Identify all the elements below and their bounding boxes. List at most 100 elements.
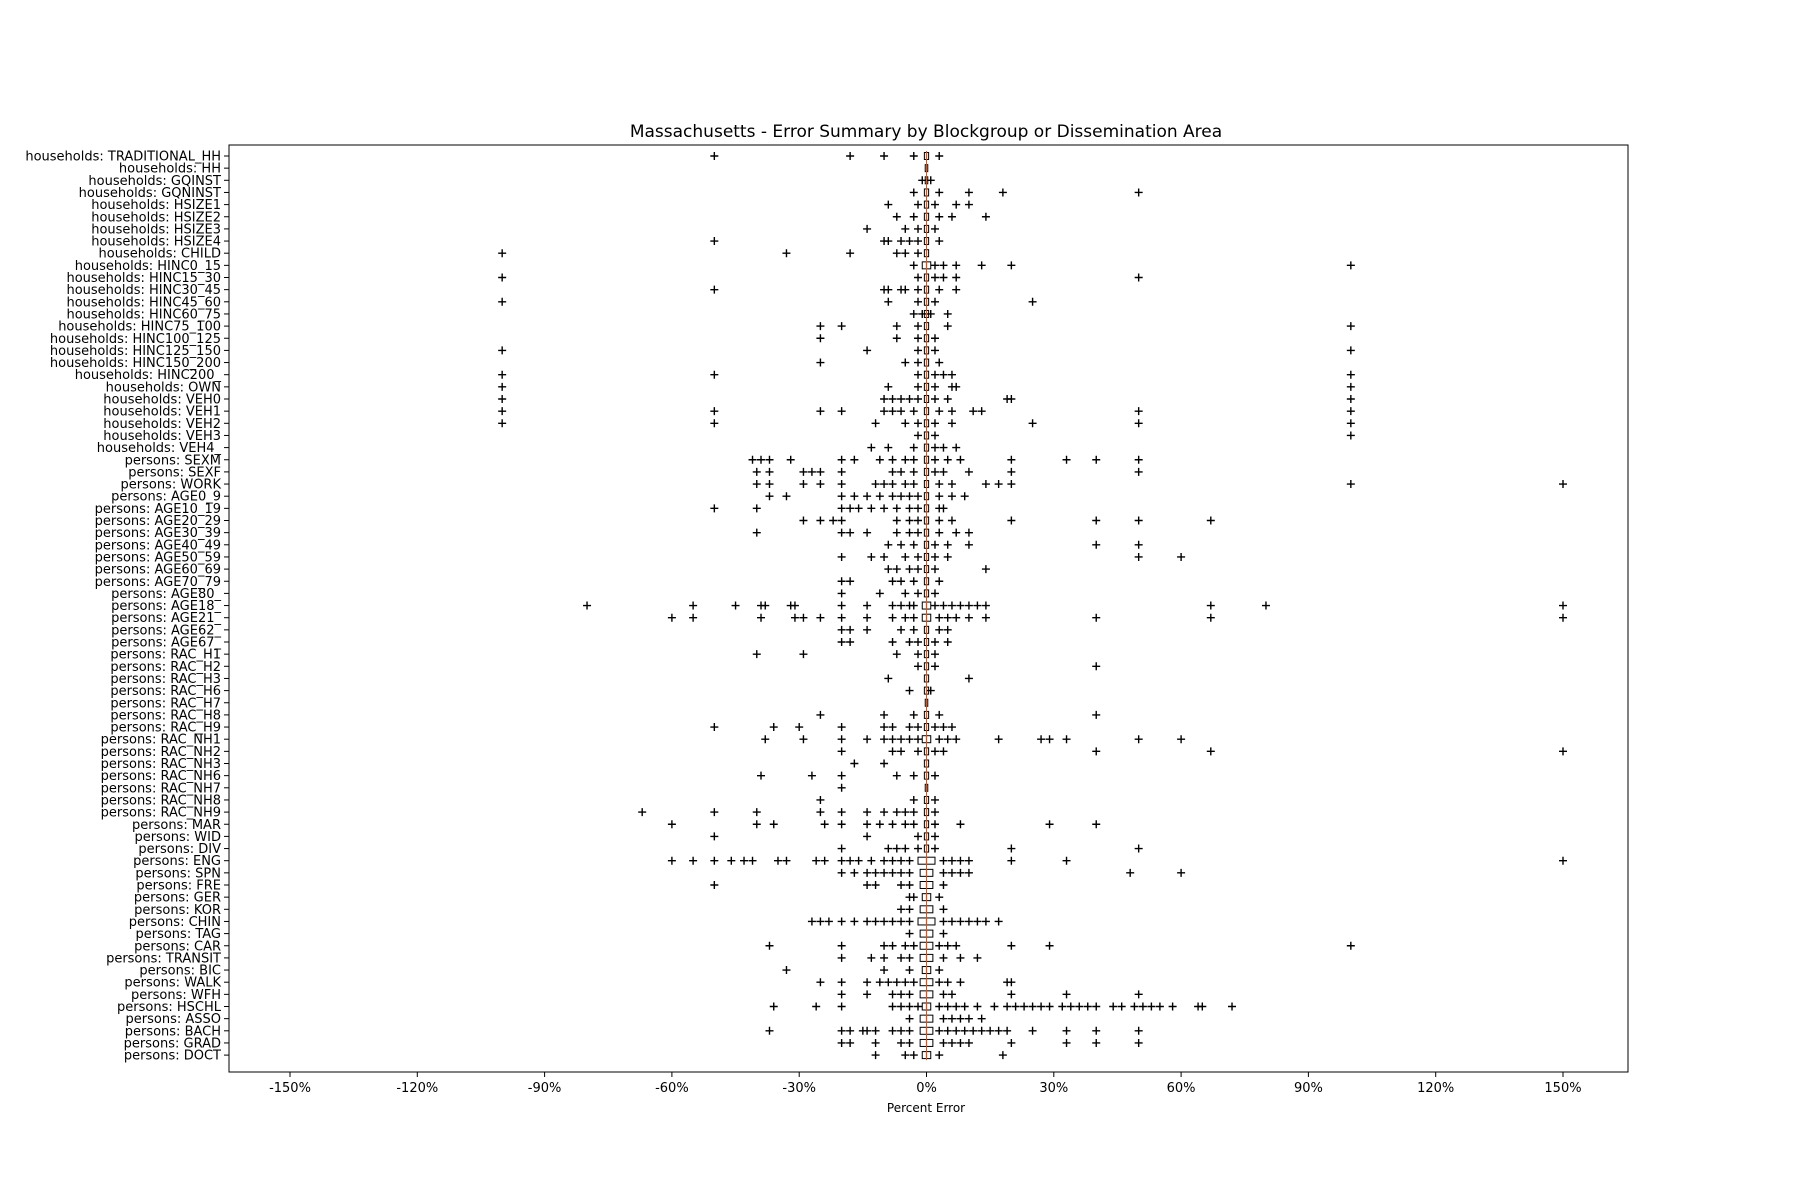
y-tick-label: households: HSIZE4 (91, 235, 221, 250)
outlier-point (748, 856, 757, 865)
outlier-point (964, 868, 973, 877)
outlier-point (960, 1002, 969, 1011)
category-row: persons: WORK (121, 478, 1567, 493)
outlier-point (914, 552, 923, 561)
outlier-point (897, 492, 906, 501)
outlier-point (1007, 395, 1016, 403)
outlier-point (1134, 844, 1143, 853)
outlier-point (1559, 480, 1567, 489)
outlier-point (667, 613, 676, 622)
outlier-point (905, 638, 914, 646)
y-tick-label: households: HINC200_ (75, 368, 222, 383)
category-row: persons: CAR (134, 939, 1355, 954)
outlier-point (977, 407, 986, 416)
outlier-point (914, 431, 923, 440)
y-tick-label: persons: FRE (136, 879, 221, 894)
outlier-point (939, 723, 948, 732)
outlier-point (498, 273, 507, 282)
x-tick-label: -60% (655, 1081, 689, 1096)
outlier-point (897, 540, 906, 549)
outlier-point (909, 625, 918, 634)
outlier-point (837, 820, 846, 829)
outlier-point (892, 504, 901, 513)
outlier-point (837, 504, 846, 513)
y-tick-label: persons: TRANSIT (106, 951, 221, 966)
outlier-point (880, 395, 889, 403)
outlier-point (897, 881, 906, 889)
outlier-point (905, 1026, 914, 1035)
outlier-point (892, 771, 901, 780)
outlier-point (905, 953, 914, 962)
outlier-point (765, 492, 774, 501)
outlier-point (952, 443, 961, 452)
outlier-point (880, 480, 889, 489)
outlier-point (1198, 1002, 1207, 1011)
outlier-point (863, 868, 872, 877)
outlier-point (935, 966, 944, 975)
outlier-point (1062, 455, 1071, 464)
outlier-point (837, 990, 846, 999)
outlier-point (880, 966, 889, 975)
outlier-point (880, 808, 889, 817)
outlier-point (909, 710, 918, 719)
y-tick-label: persons: BACH (125, 1024, 221, 1039)
outlier-point (1011, 1002, 1020, 1011)
outlier-point (973, 917, 982, 926)
y-tick-label: persons: RAC_H2 (110, 660, 221, 675)
outlier-point (956, 820, 965, 829)
outlier-point (1559, 856, 1567, 865)
outlier-point (901, 455, 910, 464)
outlier-point (939, 905, 948, 914)
outlier-point (905, 237, 914, 246)
outlier-point (905, 905, 914, 914)
outlier-point (939, 273, 948, 282)
outlier-point (1045, 820, 1054, 829)
outlier-point (1168, 1002, 1177, 1011)
y-tick-label: households: OWN (106, 380, 221, 395)
outlier-point (1092, 747, 1101, 756)
outlier-point (914, 638, 923, 646)
category-row: households: VEH4_ (97, 441, 961, 456)
x-tick-label: -90% (528, 1081, 562, 1096)
outlier-point (880, 407, 889, 416)
y-tick-label: persons: SEXM (125, 453, 221, 468)
y-tick-label: persons: WFH (131, 988, 221, 1003)
outlier-point (863, 492, 872, 501)
outlier-point (846, 504, 855, 513)
outlier-point (914, 297, 923, 306)
y-tick-label: households: HINC45_60 (66, 295, 221, 310)
outlier-point (867, 953, 876, 962)
outlier-point (914, 237, 923, 246)
outlier-point (897, 237, 906, 246)
outlier-point (1134, 735, 1143, 744)
outlier-point (824, 917, 833, 926)
outlier-point (498, 407, 507, 416)
outlier-point (799, 467, 808, 476)
y-tick-label: persons: RAC_H9 (110, 721, 221, 736)
outlier-point (837, 783, 846, 792)
outlier-point (740, 856, 749, 865)
category-row: persons: GER (134, 891, 944, 906)
outlier-point (930, 638, 939, 646)
outlier-point (897, 868, 906, 877)
outlier-point (939, 856, 948, 865)
outlier-point (837, 577, 846, 586)
outlier-point (667, 856, 676, 865)
outlier-point (918, 176, 927, 185)
outlier-point (905, 856, 914, 865)
category-row: persons: SEXF (128, 465, 1143, 480)
outlier-point (905, 735, 914, 744)
outlier-point (977, 1014, 986, 1023)
outlier-point (909, 1051, 918, 1060)
outlier-point (1134, 188, 1143, 197)
category-row: persons: RAC_NH8 (101, 793, 939, 808)
outlier-point (947, 1038, 956, 1047)
outlier-point (901, 358, 910, 367)
outlier-point (1092, 662, 1101, 671)
outlier-point (901, 941, 910, 950)
outlier-point (871, 1051, 880, 1060)
outlier-point (947, 419, 956, 428)
outlier-point (926, 686, 935, 695)
outlier-point (981, 565, 990, 574)
outlier-point (710, 237, 719, 246)
